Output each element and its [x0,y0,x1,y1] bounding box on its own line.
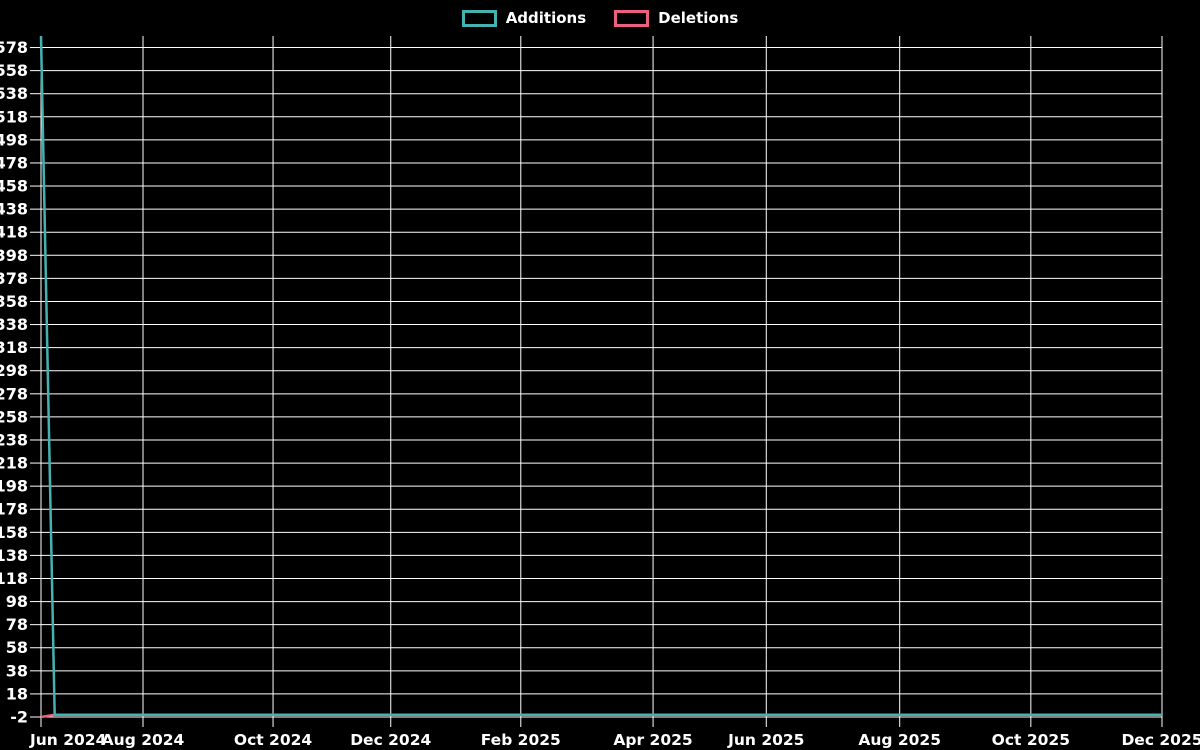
x-axis-tick-label: Aug 2024 [102,731,185,749]
y-axis-tick-label: 178 [0,500,28,519]
y-axis-tick-label: 518 [0,107,28,126]
y-axis-tick-label: 38 [6,661,28,680]
y-axis-tick-label: 278 [0,384,28,403]
y-axis-tick-label: 298 [0,361,28,380]
y-axis-tick-label: 258 [0,407,28,426]
y-axis-tick-label: 438 [0,200,28,219]
x-axis-tick-label: Aug 2025 [858,731,941,749]
legend-item-deletions[interactable]: Deletions [614,8,739,27]
x-axis-tick-label: Dec 2025 [1121,731,1200,749]
chart-legend: Additions Deletions [0,6,1200,30]
y-axis-tick-label: 158 [0,523,28,542]
y-axis-tick-label: 538 [0,84,28,103]
y-axis-tick-label: 18 [6,684,28,703]
y-axis-tick-label: 578 [0,38,28,57]
y-axis-tick-label: 238 [0,430,28,449]
y-axis-tick-label: 358 [0,292,28,311]
y-axis-tick-label: 78 [6,615,28,634]
y-axis-tick-label: 198 [0,477,28,496]
y-axis-tick-label: -2 [10,708,28,727]
y-axis-tick-label: 378 [0,269,28,288]
y-axis-tick-label: 138 [0,546,28,565]
y-axis-tick-label: 58 [6,638,28,657]
y-axis-tick-label: 318 [0,338,28,357]
x-axis-tick-label: Dec 2024 [350,731,431,749]
x-axis-tick-label: Jun 2025 [727,731,804,749]
y-axis-tick-label: 218 [0,454,28,473]
legend-label-deletions: Deletions [658,8,739,27]
x-axis-tick-label: Feb 2025 [481,731,561,749]
x-axis-tick-label: Jun 2024 [29,731,107,749]
legend-item-additions[interactable]: Additions [461,8,587,27]
x-axis-tick-label: Oct 2024 [234,731,313,749]
y-axis-tick-label: 478 [0,153,28,172]
y-axis-tick-label: 338 [0,315,28,334]
x-axis-tick-label: Oct 2025 [992,731,1070,749]
legend-label-additions: Additions [505,8,587,27]
y-axis-tick-label: 398 [0,246,28,265]
y-axis-tick-label: 498 [0,130,28,149]
deletions-swatch-icon [614,9,650,27]
y-axis-tick-label: 118 [0,569,28,588]
additions-swatch-icon [461,9,497,27]
y-axis-tick-label: 418 [0,223,28,242]
y-axis-tick-label: 458 [0,177,28,196]
additions-line [39,35,1162,716]
x-axis-tick-label: Apr 2025 [613,731,692,749]
y-axis-tick-label: 558 [0,61,28,80]
y-axis-tick-label: 98 [6,592,28,611]
